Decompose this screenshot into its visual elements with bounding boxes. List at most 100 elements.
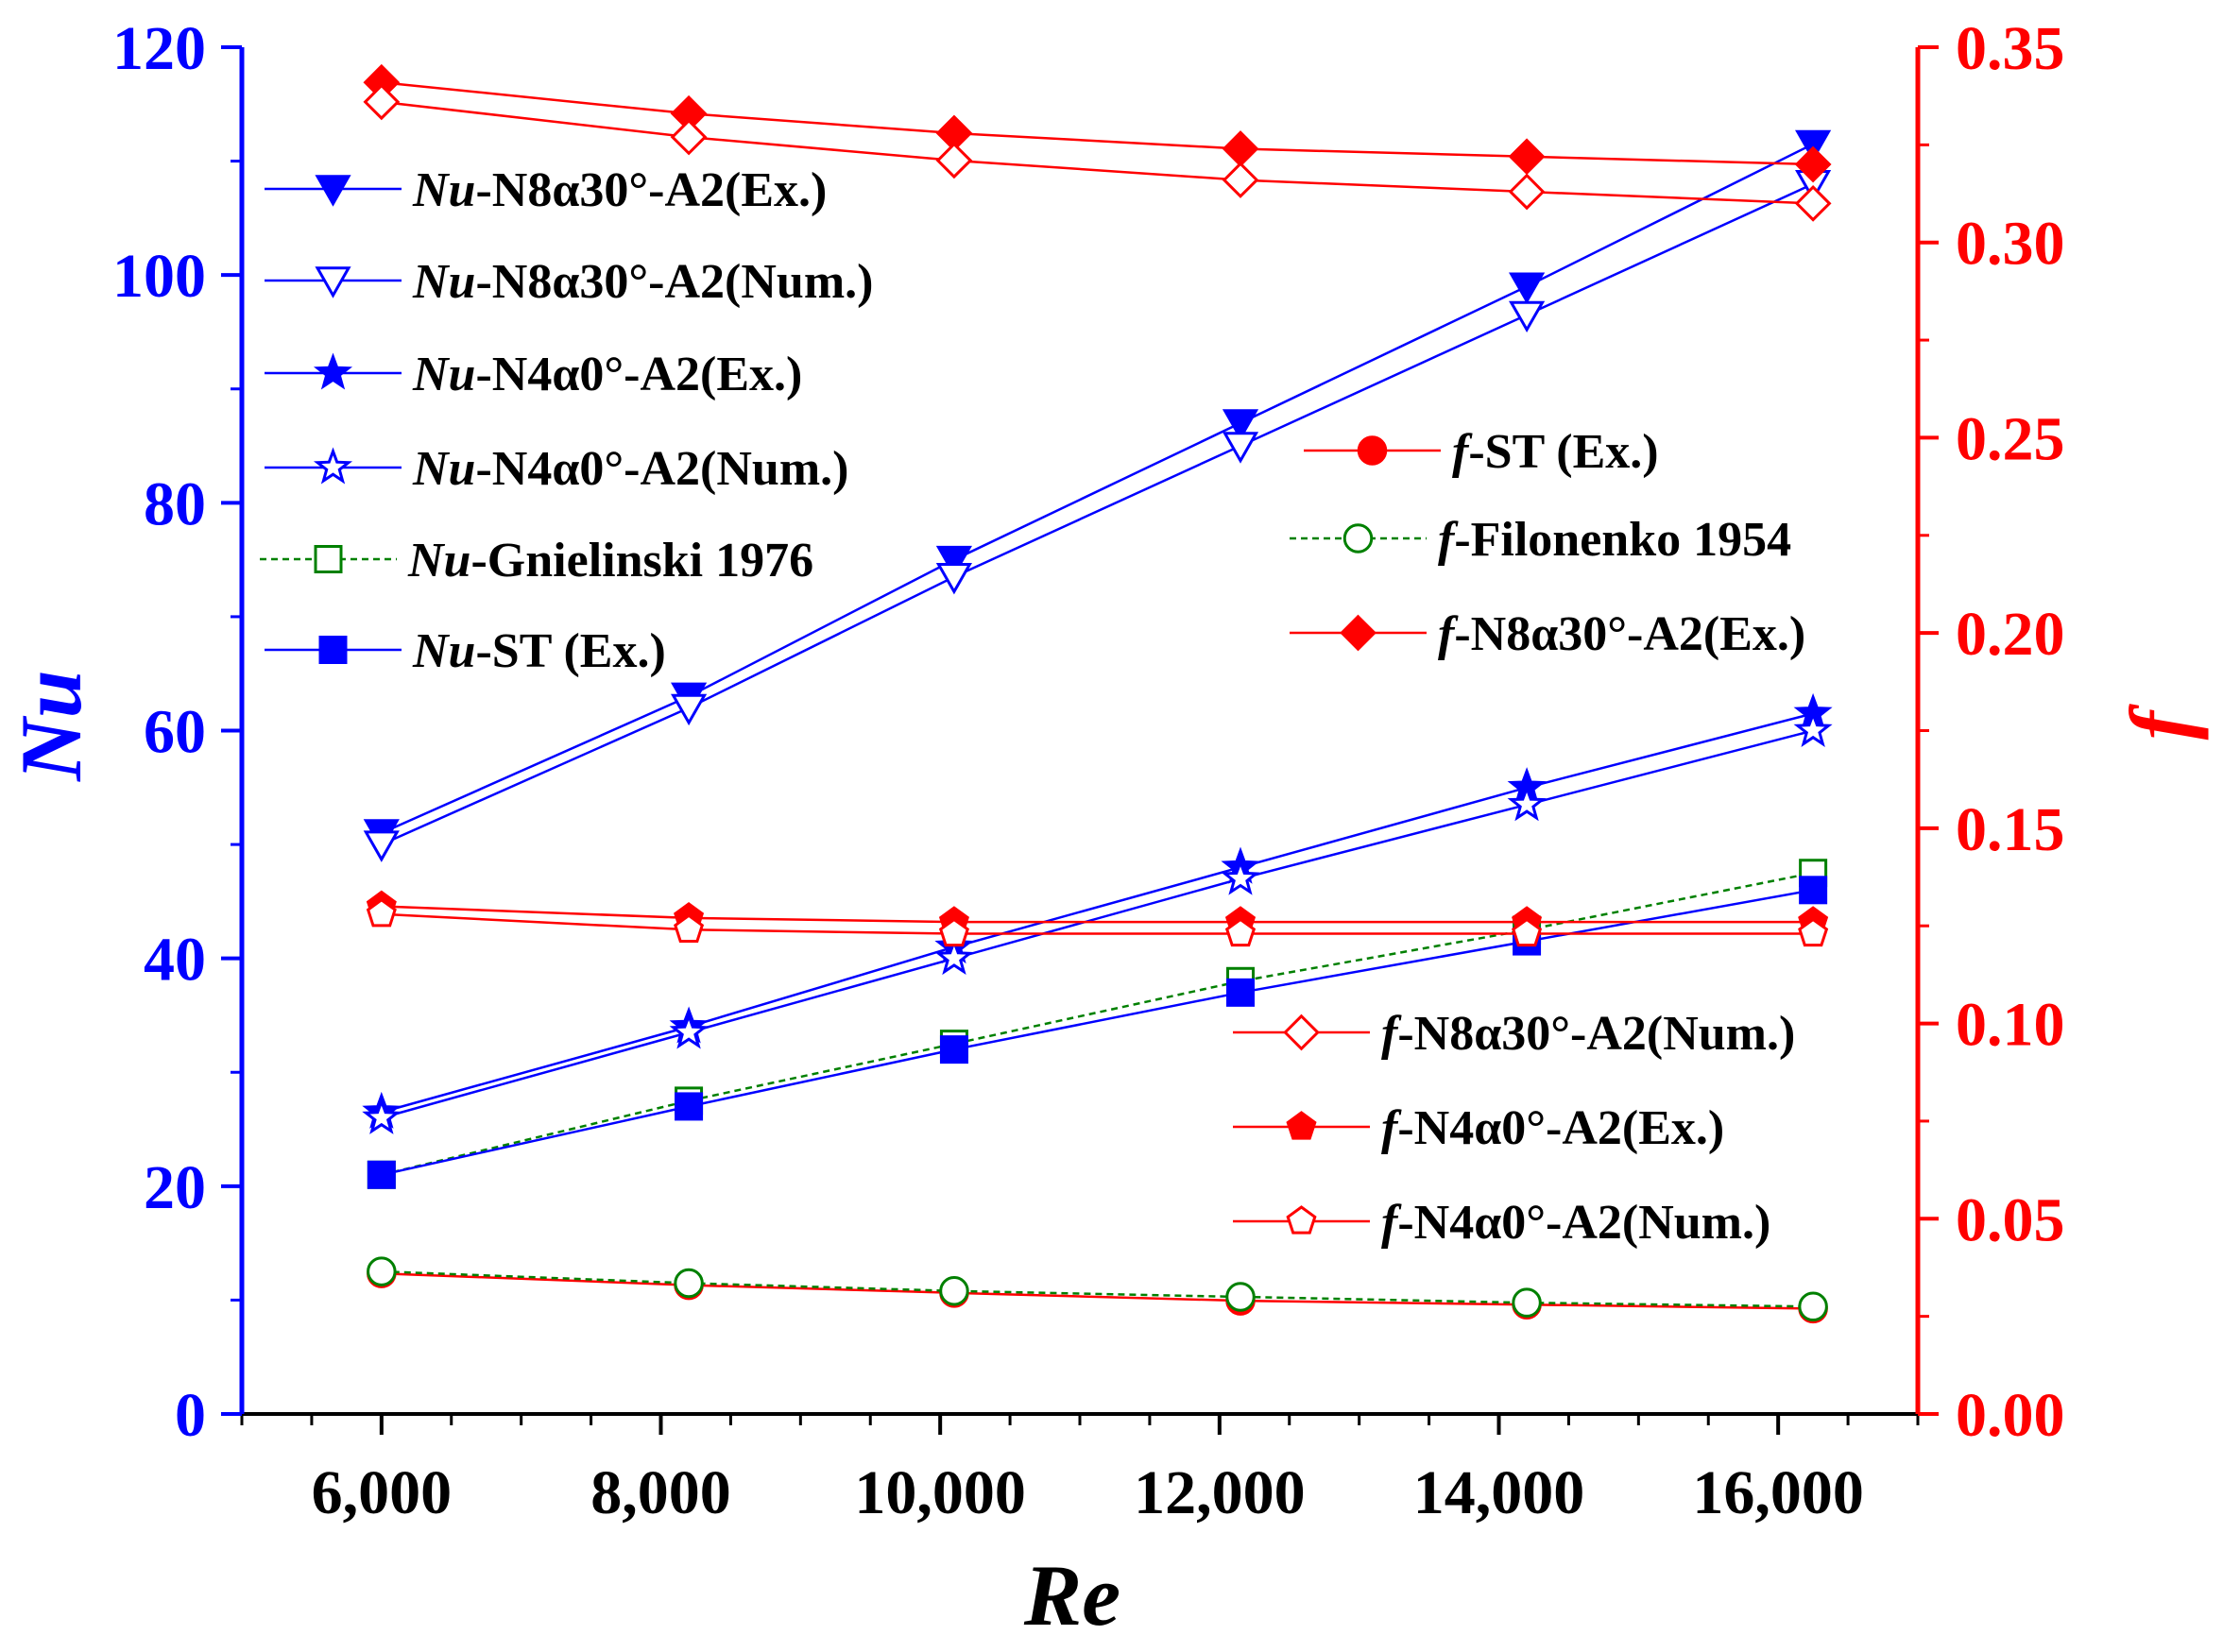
data-point-nu-n4-num bbox=[1793, 710, 1833, 748]
right-tick-label: 0.20 bbox=[1956, 600, 2065, 669]
legend-entry-f-filonenko: f-Filonenko 1954 bbox=[1290, 513, 1791, 567]
legend-marker bbox=[313, 352, 353, 390]
legend-marker bbox=[1342, 523, 1374, 554]
data-point-nu-st-ex bbox=[1226, 978, 1256, 1007]
right-tick-label: 0.10 bbox=[1956, 991, 2065, 1060]
x-tick-label: 10,000 bbox=[854, 1458, 1026, 1527]
right-tick-label: 0.15 bbox=[1956, 795, 2065, 864]
data-point-f-n8-ex bbox=[1508, 138, 1546, 176]
axes: 6,000 8,000 10,000 12,000 14,000 16,000 0 20 40 6… bbox=[112, 14, 2065, 1527]
legend-label: Nu-ST (Ex.) bbox=[412, 624, 666, 678]
data-point-f-n4-num bbox=[1798, 917, 1829, 947]
data-point-f-n4-num bbox=[1512, 917, 1543, 947]
data-point-f-filonenko bbox=[1798, 1291, 1828, 1322]
data-point-f-filonenko bbox=[674, 1268, 704, 1299]
legend-entry-f-n8-num: f-N8α30°-A2(Num.) bbox=[1233, 1007, 1795, 1061]
series-line-nu-n8-ex bbox=[381, 143, 1814, 835]
series-line-f-filonenko bbox=[381, 1269, 1814, 1308]
left-tick-label: 60 bbox=[144, 698, 206, 767]
data-point-nu-st-ex bbox=[1799, 876, 1828, 905]
right-axis-title: f bbox=[2112, 703, 2209, 740]
series-line-nu-n4-ex bbox=[381, 712, 1814, 1114]
legend-label: Nu-N8α30°-A2(Num.) bbox=[412, 255, 873, 309]
right-tick-label: 0.25 bbox=[1956, 404, 2065, 473]
series-f-n4-num bbox=[366, 897, 1829, 947]
data-point-f-n8-ex bbox=[1794, 145, 1832, 183]
series-nu-n4-num bbox=[362, 710, 1833, 1134]
legend-label: f-N4α0°-A2(Num.) bbox=[1381, 1196, 1770, 1250]
right-tick-label: 0.05 bbox=[1956, 1185, 2065, 1254]
series-line-f-n8-num bbox=[381, 100, 1814, 205]
data-point-nu-n8-ex bbox=[1509, 272, 1546, 304]
legend-entry-nu-n8-num: Nu-N8α30°-A2(Num.) bbox=[265, 255, 873, 309]
data-point-nu-n8-num bbox=[1222, 432, 1259, 464]
legend-entry-f-n8-ex: f-N8α30°-A2(Ex.) bbox=[1290, 607, 1805, 661]
series-f-filonenko bbox=[367, 1256, 1828, 1322]
left-axis-title: Nu bbox=[3, 670, 99, 782]
legend-label: f-N4α0°-A2(Ex.) bbox=[1381, 1101, 1724, 1155]
legend-entry-nu-n4-num: Nu-N4α0°-A2(Num.) bbox=[265, 442, 848, 496]
data-point-f-filonenko bbox=[939, 1276, 969, 1306]
left-tick-label: 80 bbox=[144, 469, 206, 538]
series-f-st-ex bbox=[367, 1258, 1828, 1324]
series-nu-n8-num bbox=[363, 170, 1832, 862]
x-axis-title: Re bbox=[1023, 1547, 1120, 1643]
left-tick-label: 100 bbox=[112, 242, 206, 311]
series-line-nu-gnielinski bbox=[381, 871, 1814, 1177]
data-point-nu-n8-num bbox=[671, 693, 708, 726]
data-point-nu-st-ex bbox=[367, 1160, 396, 1189]
data-point-nu-n8-num bbox=[363, 830, 400, 862]
legend-entry-f-n4-num: f-N4α0°-A2(Num.) bbox=[1233, 1196, 1770, 1250]
right-tick-label: 0.30 bbox=[1956, 210, 2065, 279]
x-tick-label: 16,000 bbox=[1692, 1458, 1864, 1527]
data-point-f-n4-num bbox=[674, 913, 705, 943]
data-point-nu-n8-num bbox=[1509, 300, 1546, 333]
legend-entry-nu-gnielinski: Nu-Gnielinski 1976 bbox=[260, 534, 813, 588]
x-tick-label: 8,000 bbox=[590, 1458, 731, 1527]
legend-label: Nu-N4α0°-A2(Ex.) bbox=[412, 348, 802, 401]
data-point-nu-n4-num bbox=[669, 1012, 709, 1049]
legend-entry-f-n4-ex: f-N4α0°-A2(Ex.) bbox=[1233, 1101, 1724, 1155]
legend-entry-nu-n8-ex: Nu-N8α30°-A2(Ex.) bbox=[265, 163, 827, 217]
data-point-nu-n8-num bbox=[935, 563, 972, 595]
data-point-nu-n4-num bbox=[1507, 784, 1547, 822]
data-point-f-filonenko bbox=[1225, 1282, 1256, 1312]
legend-label: f-ST (Ex.) bbox=[1452, 425, 1659, 479]
data-point-f-n4-num bbox=[938, 917, 969, 947]
legend-label: Nu-N4α0°-A2(Num.) bbox=[412, 442, 848, 496]
data-point-f-n4-num bbox=[366, 897, 397, 928]
data-point-f-n8-num bbox=[1222, 162, 1259, 198]
legend-marker bbox=[1283, 1013, 1320, 1051]
legend-label: Nu-Gnielinski 1976 bbox=[407, 534, 813, 588]
legend-marker bbox=[1340, 614, 1376, 652]
data-point-nu-n8-ex bbox=[1222, 409, 1259, 441]
data-point-nu-n4-num bbox=[934, 938, 974, 976]
legend-marker bbox=[314, 545, 343, 573]
left-tick-label: 40 bbox=[144, 926, 206, 995]
data-point-f-n8-num bbox=[363, 83, 401, 121]
series-line-f-n4-num bbox=[381, 912, 1814, 935]
data-point-f-n8-ex bbox=[1222, 130, 1259, 167]
legend-label: Nu-N8α30°-A2(Ex.) bbox=[412, 163, 827, 217]
series-line-nu-n4-num bbox=[381, 729, 1814, 1119]
data-point-f-n8-num bbox=[935, 142, 973, 179]
legend-marker bbox=[315, 266, 351, 298]
data-point-f-filonenko bbox=[1512, 1287, 1542, 1318]
series-f-n8-num bbox=[363, 83, 1832, 222]
data-point-nu-n8-ex bbox=[935, 545, 972, 578]
data-point-nu-st-ex bbox=[675, 1092, 704, 1121]
legend-marker bbox=[315, 175, 351, 207]
series-line-f-st-ex bbox=[381, 1271, 1814, 1310]
legend-entry-nu-n4-ex: Nu-N4α0°-A2(Ex.) bbox=[265, 348, 802, 401]
data-point-f-filonenko bbox=[367, 1256, 397, 1286]
legend-label: f-N8α30°-A2(Ex.) bbox=[1438, 607, 1805, 661]
legend-entry-f-st-ex: f-ST (Ex.) bbox=[1304, 425, 1659, 479]
legend-marker bbox=[318, 636, 348, 664]
data-point-nu-n4-num bbox=[362, 1097, 402, 1134]
data-point-f-n8-num bbox=[1508, 173, 1546, 211]
legend-marker bbox=[1357, 435, 1388, 466]
data-point-nu-st-ex bbox=[939, 1035, 968, 1064]
data-point-f-n4-num bbox=[1224, 917, 1257, 947]
